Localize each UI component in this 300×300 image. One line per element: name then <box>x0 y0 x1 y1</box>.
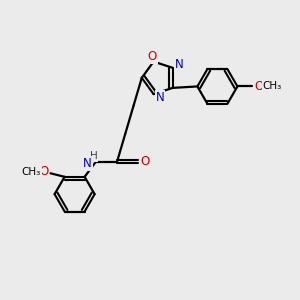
Text: N: N <box>156 91 164 104</box>
Text: O: O <box>254 80 263 93</box>
Text: CH₃: CH₃ <box>262 81 282 92</box>
Text: O: O <box>140 155 149 168</box>
Text: CH₃: CH₃ <box>22 167 41 177</box>
Text: N: N <box>83 157 92 170</box>
Text: O: O <box>39 165 49 178</box>
Text: O: O <box>148 50 157 63</box>
Text: N: N <box>175 58 184 71</box>
Text: H: H <box>90 152 97 161</box>
